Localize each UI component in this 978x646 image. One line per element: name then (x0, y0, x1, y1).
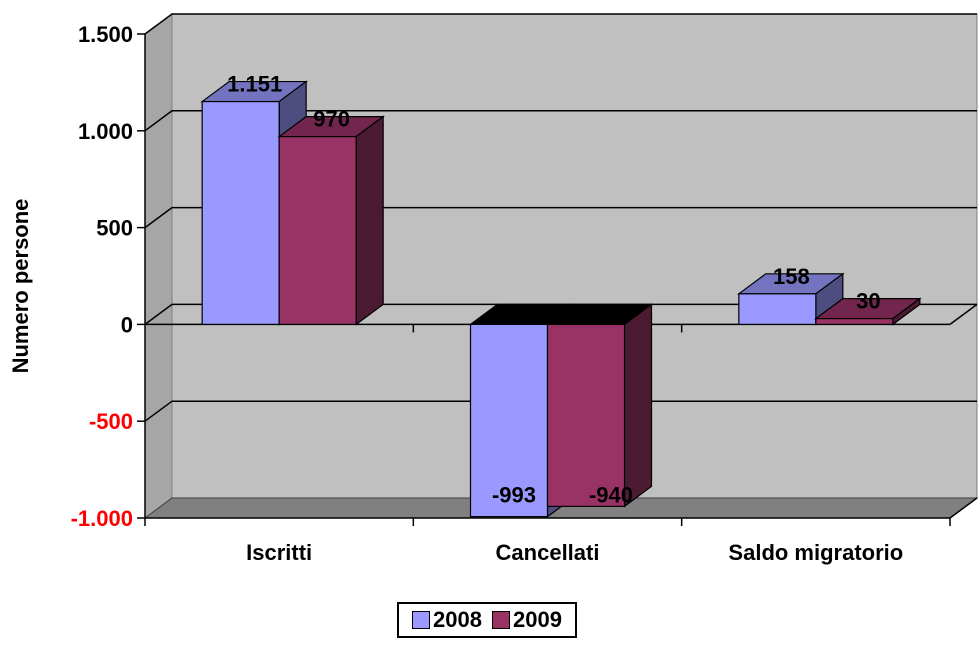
legend-label: 2009 (513, 607, 562, 632)
y-tick-label: -500 (89, 409, 133, 434)
legend-swatch (412, 611, 431, 629)
data-label: 970 (313, 107, 350, 132)
data-label: 30 (856, 289, 880, 314)
y-tick-label: 1.000 (78, 119, 133, 144)
legend-label: 2008 (433, 607, 482, 632)
bar (278, 136, 357, 326)
gridline (144, 206, 977, 229)
legend: 2008 2009 (397, 602, 577, 638)
y-tick-label: 500 (96, 216, 133, 241)
legend-item-2008: 2008 (412, 607, 482, 633)
y-axis-title: Numero persone (8, 199, 33, 374)
legend-swatch (492, 611, 510, 629)
y-tick-label: -1.000 (71, 506, 133, 531)
x-axis-depth (949, 497, 978, 519)
data-label: -940 (589, 482, 633, 507)
zero-line-depth (949, 303, 978, 326)
data-label: 158 (773, 264, 810, 289)
bar (201, 100, 280, 326)
gridline (144, 400, 977, 422)
side-wall (144, 13, 173, 519)
data-label: 1.151 (227, 72, 282, 97)
x-category-label: Iscritti (246, 540, 312, 565)
bar (469, 323, 549, 518)
gridline (144, 13, 977, 35)
bar-side (623, 303, 653, 508)
legend-item-2009: 2009 (492, 607, 562, 633)
y-tick-label: 1.500 (78, 22, 133, 47)
bar (815, 317, 894, 326)
gridline (144, 303, 977, 326)
bar (546, 323, 626, 507)
gridline (144, 110, 977, 132)
x-category-label: Cancellati (496, 540, 600, 565)
data-label: -993 (492, 483, 536, 508)
x-category-label: Saldo migratorio (728, 540, 903, 565)
bar (738, 293, 817, 325)
bar-side (355, 115, 384, 326)
y-tick-label: 0 (121, 312, 133, 337)
